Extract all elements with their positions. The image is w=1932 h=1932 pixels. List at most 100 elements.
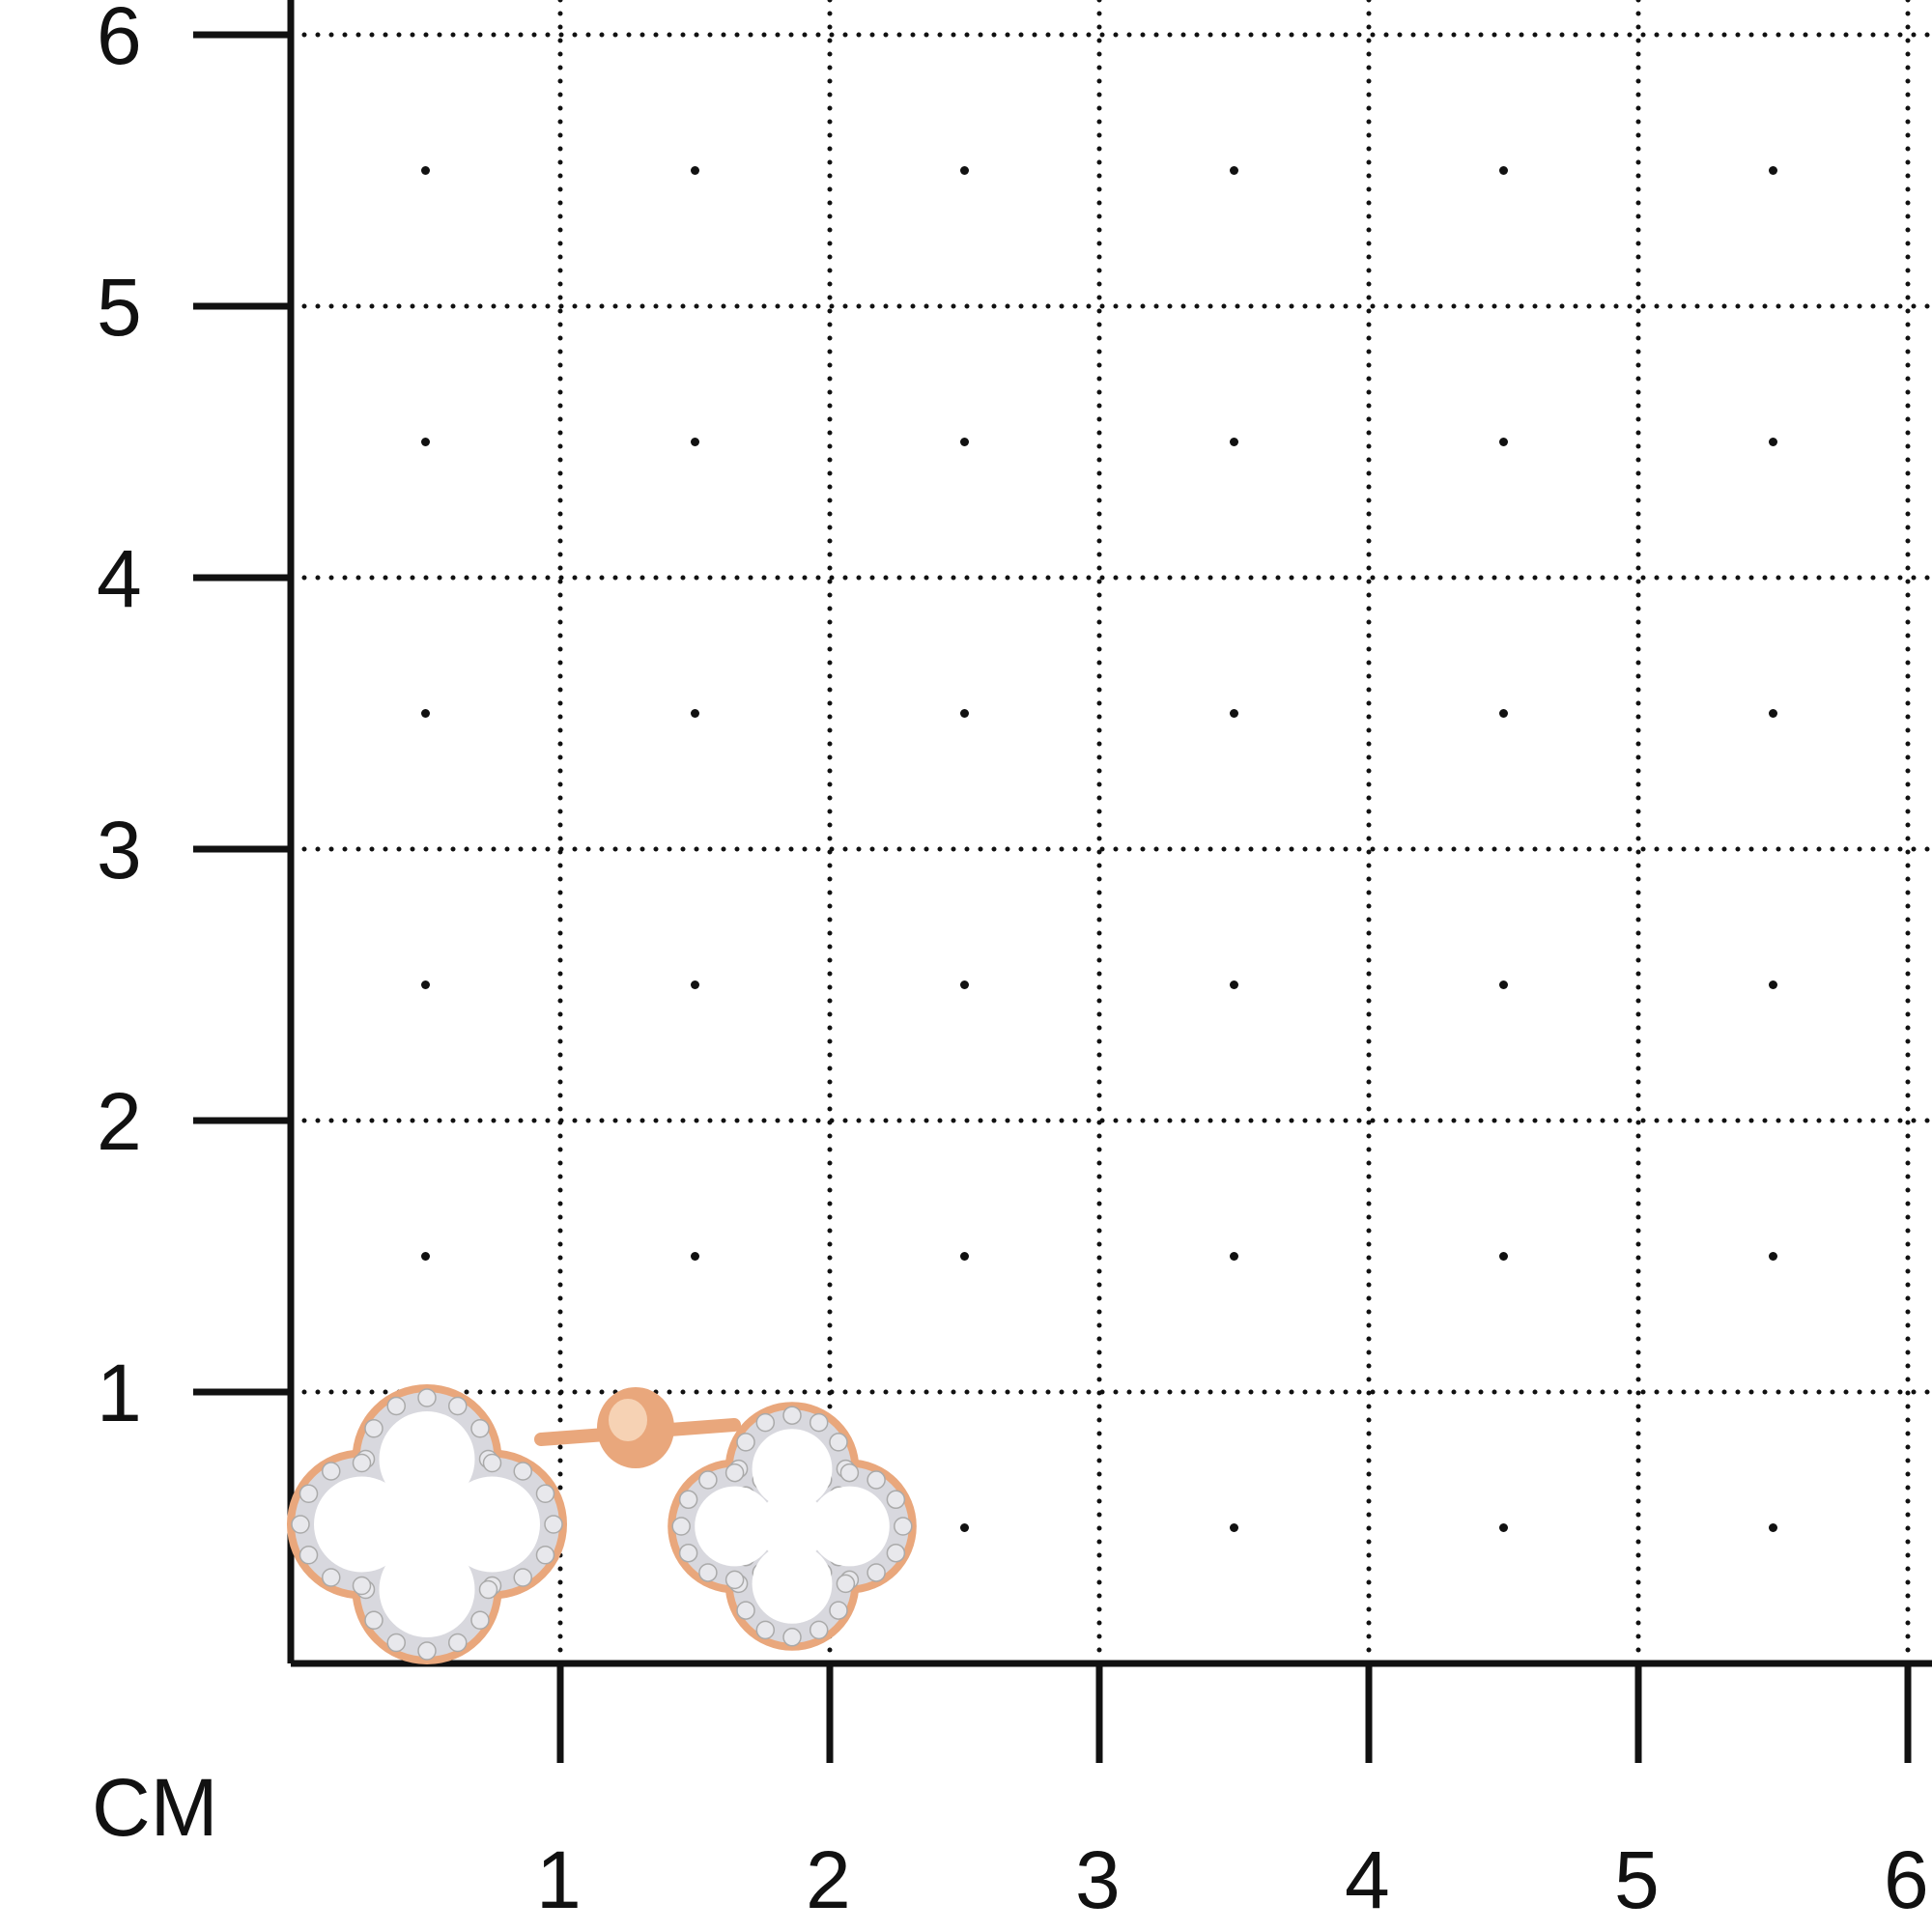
x-axis-labels: 1 2 3 4 5 6 xyxy=(536,1834,1929,1925)
stone xyxy=(736,1433,755,1452)
y-label-1: 1 xyxy=(97,1348,142,1438)
x-label-5: 5 xyxy=(1614,1834,1660,1925)
stone xyxy=(698,1563,718,1582)
grid-center-dot xyxy=(1769,1252,1777,1261)
grid-center-dot xyxy=(1769,709,1777,718)
stone xyxy=(886,1543,906,1563)
grid-center-dot xyxy=(421,166,430,175)
grid-center-dot xyxy=(960,709,969,718)
grid-center-dot xyxy=(421,438,430,446)
stone xyxy=(386,1633,406,1653)
x-label-3: 3 xyxy=(1075,1834,1121,1925)
stone xyxy=(478,1579,498,1600)
stone xyxy=(671,1517,691,1536)
y-label-4: 4 xyxy=(97,533,142,624)
stone xyxy=(755,1620,776,1640)
grid-center-dot xyxy=(691,1252,699,1261)
stone xyxy=(470,1610,490,1630)
stone xyxy=(364,1610,384,1630)
earring-front xyxy=(287,1384,567,1664)
stone xyxy=(535,1484,555,1503)
stone xyxy=(809,1412,829,1433)
earring-frame xyxy=(287,1384,567,1664)
grid-center-dot xyxy=(960,438,969,446)
stone xyxy=(448,1396,468,1416)
stone xyxy=(829,1433,848,1452)
earrings-image xyxy=(287,1384,917,1664)
stone xyxy=(470,1419,490,1438)
grid-center-dot xyxy=(1769,166,1777,175)
y-label-2: 2 xyxy=(97,1076,142,1167)
stone xyxy=(782,1628,802,1647)
stone xyxy=(836,1574,856,1594)
stone xyxy=(535,1546,555,1565)
stone xyxy=(829,1601,848,1620)
grid-center-dot xyxy=(1499,709,1508,718)
x-label-2: 2 xyxy=(806,1834,851,1925)
stone xyxy=(352,1576,372,1596)
stone xyxy=(513,1568,532,1587)
grid-center-dot xyxy=(421,980,430,989)
stone xyxy=(322,1462,341,1481)
stone xyxy=(513,1462,532,1481)
dotted-grid xyxy=(288,0,1932,1666)
stone xyxy=(755,1412,776,1433)
unit-label: CM xyxy=(92,1762,218,1853)
grid-center-dot xyxy=(1230,1252,1238,1261)
x-label-4: 4 xyxy=(1345,1834,1390,1925)
stone xyxy=(352,1453,372,1473)
grid-center-dot xyxy=(691,709,699,718)
grid-center-dot xyxy=(421,709,430,718)
stone xyxy=(724,1463,745,1483)
grid-center-dot xyxy=(1230,1523,1238,1532)
stone xyxy=(809,1620,829,1640)
grid-center-dot xyxy=(1499,1523,1508,1532)
grid-center-dot xyxy=(421,1252,430,1261)
grid-center-dot xyxy=(1769,980,1777,989)
stone xyxy=(724,1570,745,1590)
x-label-6: 6 xyxy=(1884,1834,1929,1925)
grid-center-dot xyxy=(960,1252,969,1261)
stone xyxy=(386,1396,406,1416)
grid-center-dot xyxy=(691,438,699,446)
grid-center-dot xyxy=(960,166,969,175)
stone xyxy=(886,1490,906,1510)
stone xyxy=(544,1515,563,1534)
stone xyxy=(678,1543,698,1563)
y-label-3: 3 xyxy=(97,805,142,895)
stone xyxy=(364,1419,384,1438)
earring-side xyxy=(534,1387,917,1651)
stone xyxy=(867,1563,886,1582)
grid-center-dot xyxy=(1769,1523,1777,1532)
stone xyxy=(678,1490,698,1510)
stone xyxy=(417,1641,437,1661)
stone xyxy=(894,1517,913,1536)
grid-center-dot xyxy=(960,980,969,989)
grid-center-dot xyxy=(1499,980,1508,989)
grid-center-dot xyxy=(1230,709,1238,718)
stone xyxy=(867,1470,886,1490)
grid-center-dot xyxy=(691,166,699,175)
stone xyxy=(417,1388,437,1407)
stone xyxy=(322,1568,341,1587)
y-label-6: 6 xyxy=(97,0,142,81)
stone xyxy=(839,1463,860,1483)
grid-center-dot xyxy=(1499,1252,1508,1261)
stone xyxy=(298,1484,319,1503)
stone xyxy=(298,1546,319,1565)
stone xyxy=(782,1406,802,1425)
stone xyxy=(291,1515,310,1534)
stone xyxy=(736,1601,755,1620)
stone xyxy=(482,1453,502,1473)
x-label-1: 1 xyxy=(536,1834,582,1925)
stone xyxy=(448,1633,468,1653)
stone xyxy=(698,1470,718,1490)
grid-center-dot xyxy=(960,1523,969,1532)
grid-center-dot xyxy=(691,980,699,989)
grid-center-dot xyxy=(1230,438,1238,446)
grid-center-dot xyxy=(1499,166,1508,175)
grid-center-dot xyxy=(1230,166,1238,175)
grid-center-dot xyxy=(1230,980,1238,989)
axes xyxy=(193,0,1932,1763)
